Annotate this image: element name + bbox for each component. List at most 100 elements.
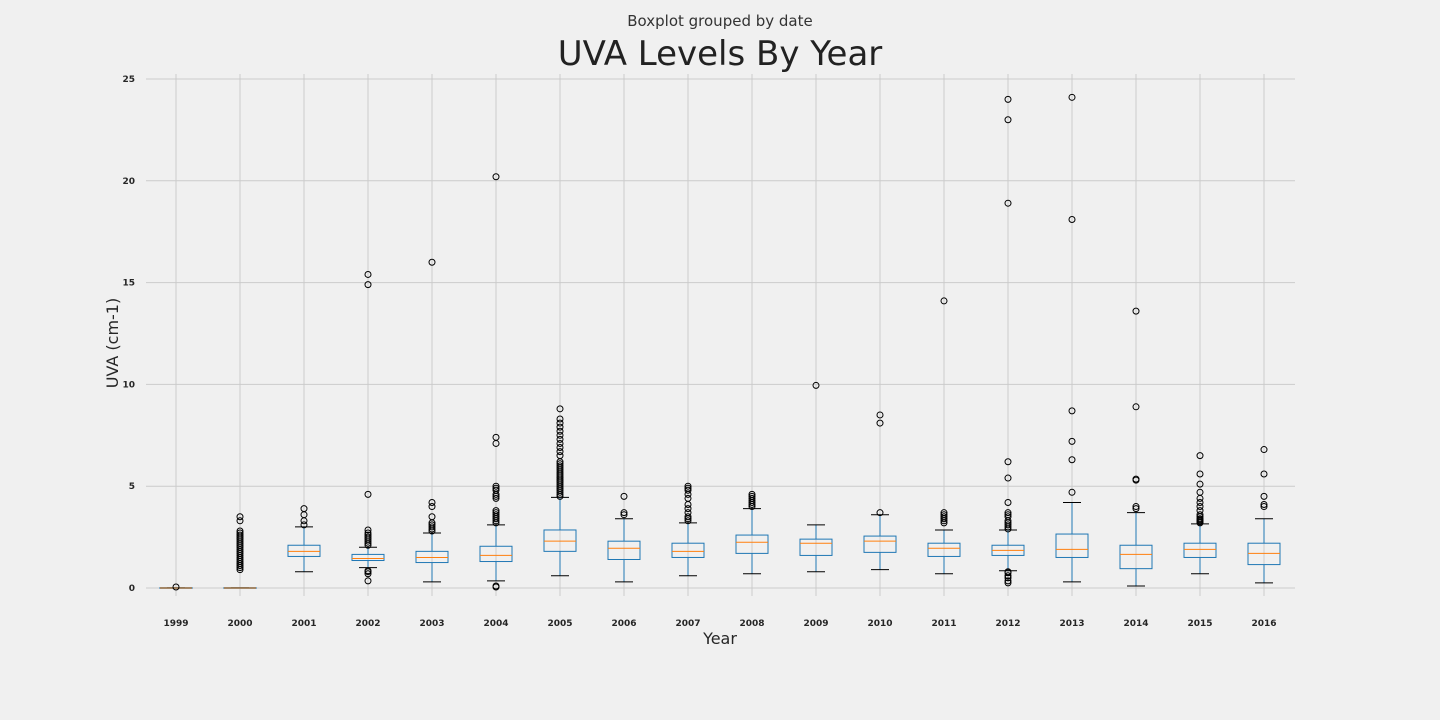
box-iqr xyxy=(1119,544,1153,570)
box-2006 xyxy=(607,492,641,583)
box-2012 xyxy=(991,95,1025,587)
flier-point xyxy=(364,281,372,289)
y-axis-label: UVA (cm-1) xyxy=(103,298,122,388)
flier-point xyxy=(556,419,564,427)
flier-point xyxy=(1196,498,1204,506)
flier-point xyxy=(620,492,628,500)
box-iqr xyxy=(671,542,705,558)
flier-point xyxy=(1196,511,1204,519)
flier-point xyxy=(1004,116,1012,124)
flier-point xyxy=(556,423,564,431)
x-tick-label: 2006 xyxy=(611,619,636,629)
flier-point xyxy=(556,448,564,456)
x-tick-label: 2004 xyxy=(483,619,508,629)
flier-point xyxy=(1196,503,1204,511)
flier-point xyxy=(876,509,884,517)
flier-point xyxy=(1260,492,1268,500)
box-series xyxy=(159,93,1281,591)
flier-point xyxy=(1068,93,1076,101)
flier-point xyxy=(684,482,692,490)
box-1999 xyxy=(159,583,193,591)
flier-point xyxy=(364,533,372,541)
flier-point xyxy=(428,498,436,506)
flier-point xyxy=(1004,199,1012,207)
flier-point xyxy=(556,439,564,447)
x-tick-label: 2009 xyxy=(803,619,828,629)
y-tick-label: 10 xyxy=(122,380,135,390)
flier-point xyxy=(1068,488,1076,496)
flier-point xyxy=(748,494,756,502)
flier-point xyxy=(556,431,564,439)
x-tick-label: 2000 xyxy=(227,619,252,629)
flier-point xyxy=(556,460,564,468)
x-tick-label: 2010 xyxy=(867,619,892,629)
y-axis-ticks: 0 5 10 15 20 25 xyxy=(122,75,135,594)
x-axis-label: Year xyxy=(702,629,737,648)
flier-point xyxy=(748,490,756,498)
x-tick-label: 2011 xyxy=(931,619,956,629)
flier-point xyxy=(684,486,692,494)
box-iqr xyxy=(1183,542,1217,558)
flier-point xyxy=(428,523,436,531)
flier-point xyxy=(236,531,244,539)
box-iqr xyxy=(927,542,961,557)
flier-point xyxy=(1132,505,1140,513)
box-iqr xyxy=(479,545,513,563)
flier-point xyxy=(940,509,948,517)
flier-point xyxy=(1004,568,1012,576)
flier-point xyxy=(1260,501,1268,509)
flier-point xyxy=(620,511,628,519)
flier-point xyxy=(1196,480,1204,488)
flier-point xyxy=(1004,521,1012,529)
x-tick-label: 1999 xyxy=(163,619,188,629)
flier-point xyxy=(684,505,692,513)
box-2015 xyxy=(1183,452,1217,575)
y-tick-label: 15 xyxy=(122,279,135,289)
box-2000 xyxy=(223,513,257,589)
x-tick-label: 2002 xyxy=(355,619,380,629)
flier-point xyxy=(940,297,948,305)
flier-point xyxy=(364,577,372,585)
flier-point xyxy=(556,435,564,443)
flier-point xyxy=(684,513,692,521)
flier-point xyxy=(428,521,436,529)
flier-point xyxy=(492,511,500,519)
flier-point xyxy=(556,462,564,470)
box-2011 xyxy=(927,297,961,575)
grid xyxy=(146,74,1295,596)
flier-point xyxy=(236,517,244,525)
flier-point xyxy=(1004,458,1012,466)
box-2002 xyxy=(351,270,385,585)
chart-suptitle: Boxplot grouped by date xyxy=(627,12,812,30)
box-2009 xyxy=(799,381,833,573)
x-tick-label: 2012 xyxy=(995,619,1020,629)
x-tick-label: 2005 xyxy=(547,619,572,629)
flier-point xyxy=(492,173,500,181)
flier-point xyxy=(492,494,500,502)
flier-point xyxy=(1004,572,1012,580)
x-axis-ticks: 1999 2000 2001 2002 2003 2004 2005 2006 2007 2008… xyxy=(163,619,1276,629)
flier-point xyxy=(492,433,500,441)
flier-point xyxy=(364,567,372,575)
flier-point xyxy=(940,511,948,519)
flier-point xyxy=(364,529,372,537)
box-iqr xyxy=(1055,533,1089,558)
x-tick-label: 2014 xyxy=(1123,619,1148,629)
chart-title: UVA Levels By Year xyxy=(558,34,883,74)
box-2014 xyxy=(1119,307,1153,587)
flier-point xyxy=(556,405,564,413)
flier-point xyxy=(876,411,884,419)
flier-point xyxy=(1004,509,1012,517)
flier-point xyxy=(1196,452,1204,460)
flier-point xyxy=(1004,579,1012,587)
flier-point xyxy=(492,482,500,490)
flier-point xyxy=(364,526,372,534)
flier-point xyxy=(1132,503,1140,511)
flier-point xyxy=(1068,407,1076,415)
flier-point xyxy=(492,507,500,515)
flier-point xyxy=(1132,307,1140,315)
flier-point xyxy=(364,490,372,498)
x-tick-label: 2015 xyxy=(1187,619,1212,629)
flier-point xyxy=(236,529,244,537)
flier-point xyxy=(684,517,692,525)
